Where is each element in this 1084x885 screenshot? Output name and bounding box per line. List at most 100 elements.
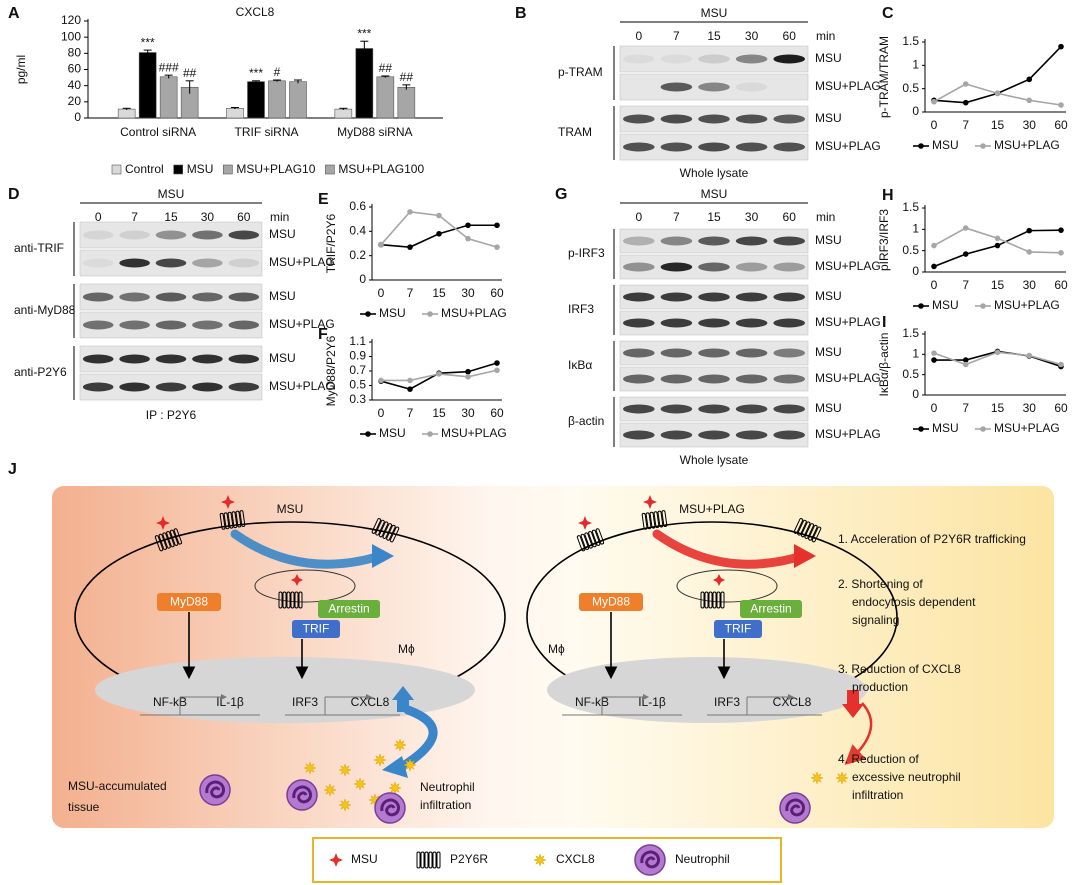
protein-box <box>740 600 802 618</box>
point <box>465 235 471 242</box>
legend-label: Neutrophil <box>675 852 730 866</box>
blot-band <box>660 262 693 272</box>
blot-band <box>735 404 768 414</box>
blot-band <box>119 382 150 392</box>
receptor-helix <box>154 535 164 552</box>
receptor-helix <box>424 851 429 869</box>
y-tick-label: 0.5 <box>902 367 919 381</box>
blot-row-label: β-actin <box>568 414 604 428</box>
receptor-icon <box>278 591 303 609</box>
nucleus <box>547 657 867 723</box>
blot-lane <box>619 73 809 101</box>
receptor-helix <box>804 523 815 539</box>
time-label: 15 <box>707 29 721 43</box>
blot-band <box>698 82 730 92</box>
msu-crystal <box>156 516 170 530</box>
point <box>407 244 413 250</box>
receptor-icon <box>576 528 605 552</box>
point <box>931 98 937 105</box>
blot-band <box>660 236 693 246</box>
blot-band <box>155 292 187 302</box>
blot-band <box>660 348 693 358</box>
receptor-helix <box>231 511 238 529</box>
protein-box <box>318 600 380 618</box>
receptor-helix <box>282 591 287 609</box>
y-tick-label: 0.5 <box>902 243 919 257</box>
point <box>378 241 384 248</box>
receptor-icon <box>793 518 822 543</box>
condition-label: MSU+PLAG <box>815 315 881 329</box>
y-tick-label: 80 <box>68 46 82 60</box>
point <box>931 357 937 363</box>
receptor-helix <box>298 591 303 609</box>
y-tick-label: 1 <box>912 347 919 361</box>
y-tick-label: 1 <box>912 222 919 236</box>
step-label: excessive neutrophil <box>852 770 961 784</box>
neutrophil-nucleus <box>380 798 400 817</box>
y-tick-label: 0 <box>912 264 919 278</box>
time-label: 0 <box>635 29 642 43</box>
legend-marker <box>980 426 986 432</box>
neutrophil-icon <box>199 774 231 806</box>
blot-band <box>698 348 730 358</box>
legend-label: MSU <box>379 306 406 320</box>
bar <box>268 80 286 119</box>
point <box>931 263 937 270</box>
y-tick-label: 0.6 <box>349 199 366 213</box>
point <box>994 242 1001 249</box>
x-tick-label: 0 <box>931 118 938 132</box>
receptor-helix <box>708 591 713 609</box>
point <box>465 222 471 229</box>
blot-band <box>698 374 730 384</box>
cxcl8-icon <box>533 853 547 867</box>
bar <box>376 76 395 119</box>
blot-band <box>192 258 223 268</box>
blot-band <box>155 320 187 330</box>
endosome <box>254 569 356 603</box>
time-unit: min <box>816 210 835 224</box>
blot-band <box>155 230 187 240</box>
condition-label: MSU+PLAG <box>815 79 881 93</box>
point <box>378 377 384 384</box>
receptor-helix <box>712 591 717 609</box>
x-tick-label: 0 <box>931 401 938 415</box>
point <box>962 357 969 363</box>
panel-label: B <box>515 5 527 22</box>
blot-footer: IP : P2Y6 <box>146 408 197 422</box>
blot-band <box>623 236 655 246</box>
blot-band <box>82 320 114 330</box>
blot-band <box>155 382 187 392</box>
bar <box>247 81 265 119</box>
cxcl8-icon <box>393 738 407 752</box>
gene-label: CXCL8 <box>351 695 390 709</box>
legend-label: MSU+PLAG10 <box>236 162 315 176</box>
receptor-helix <box>580 533 590 550</box>
blot-band <box>773 54 805 64</box>
receptor-helix <box>389 526 400 543</box>
significance-label: *** <box>357 26 371 40</box>
receptor-helix <box>420 851 425 869</box>
point <box>1058 250 1064 256</box>
point <box>994 349 1001 356</box>
neutrophil-icon <box>374 792 406 824</box>
receptor-helix <box>645 512 652 530</box>
point <box>1058 102 1064 108</box>
blot-band <box>192 230 223 240</box>
x-tick-label: 30 <box>1023 401 1037 415</box>
condition-label: MSU <box>269 351 296 365</box>
y-axis-label: MyD88/P2Y6 <box>324 335 338 406</box>
receptor-helix <box>386 524 396 541</box>
receptor-helix <box>158 533 168 550</box>
blot-band <box>623 430 655 440</box>
blot-band <box>698 262 730 272</box>
y-tick-label: 0.9 <box>349 349 366 363</box>
step-label: infiltration <box>852 788 903 802</box>
blot-row-label: IRF3 <box>568 302 594 316</box>
blot-header: MSU <box>701 6 728 20</box>
receptor-helix <box>793 518 804 534</box>
y-tick-label: 20 <box>68 94 82 108</box>
point <box>407 209 413 215</box>
gene-label: IRF3 <box>292 695 318 709</box>
step-label: signaling <box>852 613 899 627</box>
legend-marker <box>365 431 371 437</box>
